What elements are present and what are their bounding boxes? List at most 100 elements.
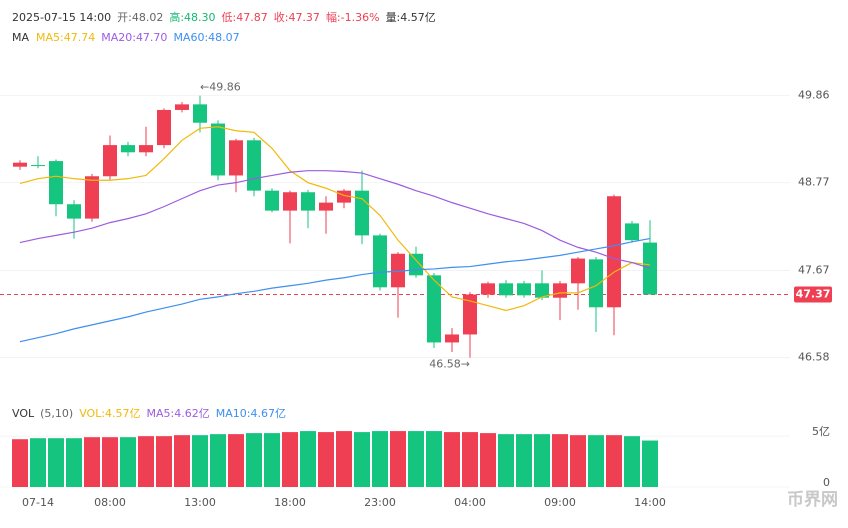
candle-body xyxy=(85,176,99,219)
volume-bar xyxy=(102,437,118,487)
header-item: 2025-07-15 14:00 xyxy=(12,11,111,24)
volume-bar xyxy=(156,436,172,487)
ma-line xyxy=(19,237,651,343)
y-tick-label: 46.58 xyxy=(798,351,830,364)
candle-body xyxy=(625,223,639,241)
candle-body xyxy=(337,190,351,203)
volume-legend: MA10:4.67亿 xyxy=(216,407,286,420)
x-tick-label: 14:00 xyxy=(634,496,666,509)
x-tick-label: 07-14 xyxy=(22,496,54,509)
y-tick-label: 49.86 xyxy=(798,89,830,102)
volume-bar xyxy=(228,434,244,487)
volume-bar xyxy=(462,432,478,487)
candle-body xyxy=(409,253,423,276)
header-item: 收:47.37 xyxy=(274,10,320,24)
candle-body xyxy=(445,334,459,343)
volume-bar xyxy=(426,431,442,487)
header-item: 量:4.57亿 xyxy=(386,11,436,24)
volume-bar xyxy=(372,431,388,487)
volume-bar xyxy=(300,431,316,487)
candle-body xyxy=(373,235,387,288)
candle-body xyxy=(121,145,135,153)
candle-body xyxy=(607,196,621,308)
volume-bar xyxy=(516,434,532,487)
x-tick-label: 13:00 xyxy=(184,496,216,509)
candle-body xyxy=(463,294,477,335)
candle-body xyxy=(193,104,207,123)
candle-body xyxy=(229,140,243,176)
x-tick-label: 23:00 xyxy=(364,496,396,509)
ma-legend: MA60:48.07 xyxy=(173,31,239,44)
candle-body xyxy=(643,242,657,295)
annotation: 46.58→ xyxy=(429,358,470,371)
candle-body xyxy=(553,283,567,298)
volume-bar xyxy=(390,431,406,487)
candle-body xyxy=(319,202,333,211)
volume-bar xyxy=(48,438,64,487)
x-tick-label: 09:00 xyxy=(544,496,576,509)
x-tick-label: 18:00 xyxy=(274,496,306,509)
volume-bar xyxy=(264,433,280,487)
volume-bar xyxy=(444,432,460,487)
watermark: 币界网 xyxy=(787,490,838,510)
candle-body xyxy=(535,283,549,298)
ma-line xyxy=(19,126,651,312)
annotation: ←49.86 xyxy=(200,81,241,94)
candle-body xyxy=(427,275,441,343)
header-item: 高:48.30 xyxy=(169,10,215,24)
volume-legend: VOL:4.57亿 xyxy=(79,407,140,420)
y-tick-label: 48.77 xyxy=(798,176,830,189)
volume-legend: (5,10) xyxy=(40,407,73,420)
last-price-box xyxy=(794,286,832,303)
candle-body xyxy=(13,162,27,167)
candle-body xyxy=(283,192,297,211)
last-price-label: 47.37 xyxy=(796,288,831,301)
candle-body xyxy=(49,161,63,205)
candle-body xyxy=(499,283,513,296)
volume-bar xyxy=(642,440,658,487)
volume-bar xyxy=(84,437,100,487)
candle-body xyxy=(103,145,117,177)
candle-body xyxy=(301,192,315,211)
volume-bar xyxy=(624,436,640,487)
candle-body xyxy=(67,204,81,219)
header-item: 幅:-1.36% xyxy=(326,11,380,24)
volume-bar xyxy=(30,438,46,487)
header-item: 低:47.87 xyxy=(222,11,268,24)
volume-bar xyxy=(534,434,550,487)
x-tick-label: 04:00 xyxy=(454,496,486,509)
volume-bar xyxy=(12,439,28,487)
volume-tick-label: 0 xyxy=(823,476,830,489)
y-tick-label: 47.67 xyxy=(798,264,830,277)
volume-bar xyxy=(210,434,226,487)
volume-bar xyxy=(588,435,604,487)
candle-body xyxy=(157,109,171,146)
volume-bar xyxy=(336,431,352,487)
candle-body xyxy=(175,104,189,110)
candle-body xyxy=(247,140,261,191)
candle-body xyxy=(265,190,279,211)
volume-bar xyxy=(192,435,208,487)
volume-legend: MA5:4.62亿 xyxy=(147,407,210,420)
volume-bar xyxy=(138,436,154,487)
volume-bar xyxy=(498,434,514,487)
candle-body xyxy=(481,283,495,295)
candle-body xyxy=(391,253,405,288)
x-tick-label: 08:00 xyxy=(94,496,126,509)
volume-bar xyxy=(318,432,334,487)
volume-bar xyxy=(246,433,262,487)
candle-body xyxy=(589,259,603,308)
volume-bar xyxy=(570,435,586,487)
volume-bar xyxy=(354,432,370,487)
candle-body xyxy=(571,258,585,284)
volume-bar xyxy=(552,434,568,487)
candle-body xyxy=(139,145,153,153)
candle-body xyxy=(211,123,225,176)
volume-bar xyxy=(606,435,622,487)
volume-bar xyxy=(120,437,136,487)
volume-tick-label: 5亿 xyxy=(812,425,830,438)
volume-bar xyxy=(408,431,424,487)
ma-legend: MA5:47.74 xyxy=(36,31,95,44)
ma-title: MA xyxy=(12,31,29,44)
